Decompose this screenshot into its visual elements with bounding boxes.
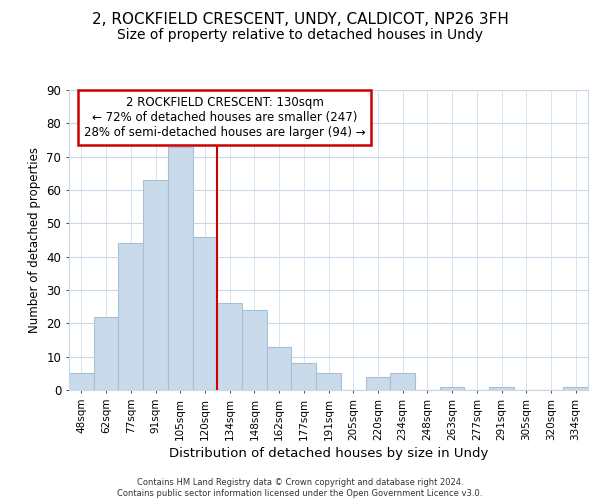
Bar — [292, 364, 316, 390]
Bar — [217, 304, 242, 390]
Bar — [440, 386, 464, 390]
Bar — [94, 316, 118, 390]
Text: 2, ROCKFIELD CRESCENT, UNDY, CALDICOT, NP26 3FH: 2, ROCKFIELD CRESCENT, UNDY, CALDICOT, N… — [92, 12, 508, 28]
Bar — [193, 236, 217, 390]
Text: 2 ROCKFIELD CRESCENT: 130sqm
← 72% of detached houses are smaller (247)
28% of s: 2 ROCKFIELD CRESCENT: 130sqm ← 72% of de… — [84, 96, 365, 139]
Bar — [489, 386, 514, 390]
Text: Size of property relative to detached houses in Undy: Size of property relative to detached ho… — [117, 28, 483, 42]
Bar — [168, 146, 193, 390]
Bar — [563, 386, 588, 390]
Bar — [365, 376, 390, 390]
Bar — [69, 374, 94, 390]
X-axis label: Distribution of detached houses by size in Undy: Distribution of detached houses by size … — [169, 446, 488, 460]
Bar — [316, 374, 341, 390]
Y-axis label: Number of detached properties: Number of detached properties — [28, 147, 41, 333]
Bar — [390, 374, 415, 390]
Bar — [118, 244, 143, 390]
Bar — [242, 310, 267, 390]
Bar — [267, 346, 292, 390]
Text: Contains HM Land Registry data © Crown copyright and database right 2024.
Contai: Contains HM Land Registry data © Crown c… — [118, 478, 482, 498]
Bar — [143, 180, 168, 390]
